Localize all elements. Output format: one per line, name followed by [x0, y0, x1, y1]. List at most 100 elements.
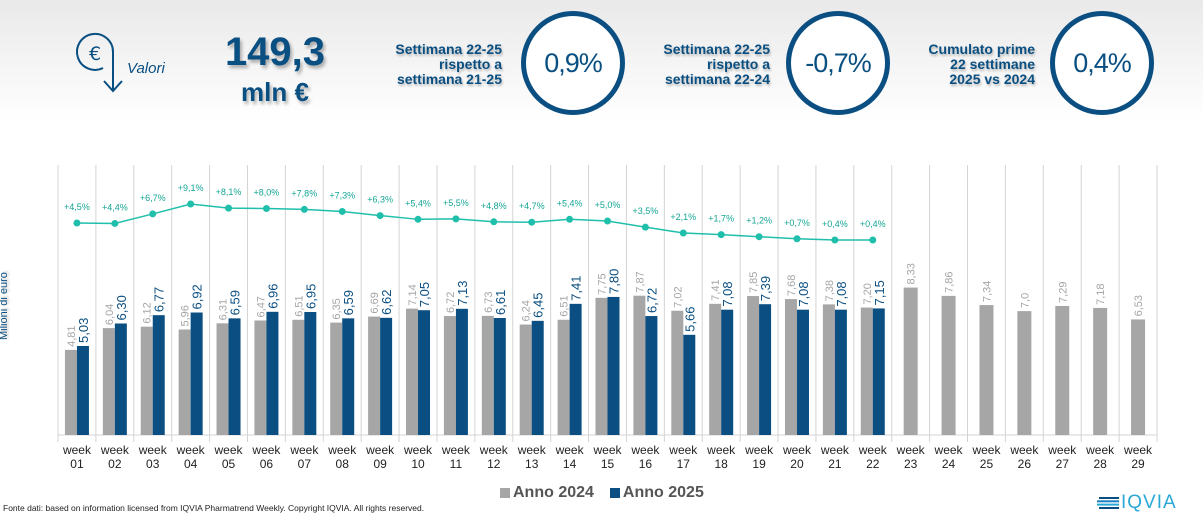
data-label-2024: 7,14 [407, 284, 419, 305]
data-label-2024: 6,51 [559, 295, 571, 316]
bar-2025 [76, 345, 89, 435]
data-label-2024: 7,20 [862, 283, 874, 304]
x-tick-label: 24 [942, 457, 956, 471]
bar-2025 [721, 309, 734, 435]
x-tick-label: 21 [828, 457, 842, 471]
svg-text:€: € [89, 43, 101, 65]
x-tick-label: 27 [1056, 457, 1070, 471]
x-tick-label: 08 [336, 457, 350, 471]
kpi-3-label-line: 22 settimane [950, 56, 1035, 72]
data-label-2024: 6,51 [293, 295, 305, 316]
x-tick-label: 02 [108, 457, 122, 471]
x-tick-label: week [100, 443, 130, 457]
bar-2025 [834, 309, 847, 435]
bar-2025 [114, 323, 127, 435]
bar-2024 [330, 322, 343, 435]
data-label-2024: 6,47 [255, 296, 267, 317]
growth-label: +7,3% [329, 190, 355, 200]
growth-point [73, 219, 81, 227]
growth-point [755, 233, 763, 241]
bar-2024 [481, 315, 494, 435]
x-tick-label: 25 [980, 457, 994, 471]
growth-label: +3,5% [633, 206, 659, 216]
data-label-2025: 6,45 [531, 293, 546, 318]
growth-label: +7,8% [291, 188, 317, 198]
bar-2025 [645, 316, 658, 435]
x-tick-label: 13 [525, 457, 539, 471]
growth-point [490, 218, 498, 226]
bar-2024 [860, 307, 873, 435]
data-label-2024: 7,41 [710, 279, 722, 300]
kpi-1-label: Settimana 22-25 rispetto a settimana 21-… [380, 42, 502, 87]
bar-2024 [1055, 305, 1070, 435]
data-label-2025: 6,95 [303, 284, 318, 309]
growth-point [831, 236, 839, 244]
x-tick-label: week [479, 443, 509, 457]
growth-point [528, 218, 536, 226]
data-label-2024: 6,53 [1133, 295, 1145, 316]
legend-label-2024: Anno 2024 [513, 484, 594, 501]
data-label-2024: 7,87 [634, 271, 646, 292]
growth-label: +4,7% [519, 201, 545, 211]
kpi-1-label-line: settimana 21-25 [396, 71, 502, 87]
x-tick-label: week [630, 443, 660, 457]
x-tick-label: week [820, 443, 850, 457]
data-label-2024: 7,18 [1095, 283, 1107, 304]
bar-2024 [633, 295, 646, 435]
kpi-1-label-line: Settimana 22-25 [395, 41, 502, 57]
logo-text: IQVIA [1121, 492, 1177, 513]
growth-point [869, 236, 877, 244]
x-tick-label: week [289, 443, 319, 457]
x-tick-label: week [971, 443, 1001, 457]
bar-2025 [418, 310, 431, 435]
x-tick-label: 15 [601, 457, 615, 471]
bar-2024 [178, 329, 191, 435]
bar-2024 [1093, 307, 1108, 435]
x-tick-label: week [62, 443, 92, 457]
bar-2024 [254, 320, 267, 435]
data-label-2025: 6,61 [493, 290, 508, 315]
growth-point [641, 223, 649, 231]
x-tick-label: 20 [790, 457, 804, 471]
growth-point [452, 215, 460, 223]
bar-2024 [941, 295, 956, 435]
bar-2024 [140, 326, 153, 435]
bar-2024 [519, 324, 532, 435]
data-label-2024: 7,86 [944, 271, 956, 292]
x-tick-label: 22 [866, 457, 880, 471]
kpi-1-circle: 0,9% [521, 11, 625, 115]
bar-2025 [380, 317, 393, 435]
data-label-2024: 7,85 [748, 272, 760, 293]
growth-label: +0,7% [784, 218, 810, 228]
kpi-1-label-line: rispetto a [438, 56, 502, 72]
data-label-2025: 7,15 [872, 280, 887, 305]
growth-label: +8,0% [254, 188, 280, 198]
data-label-2025: 6,30 [114, 295, 129, 320]
x-tick-label: week [251, 443, 281, 457]
kpi-3-label: Cumulato prime 22 settimane 2025 vs 2024 [910, 42, 1035, 87]
data-label-2025: 7,08 [720, 281, 735, 306]
growth-label: +6,7% [140, 193, 166, 203]
legend-item-2024: Anno 2024 [500, 484, 594, 502]
data-label-2025: 6,59 [341, 290, 356, 315]
data-label-2025: 6,77 [152, 287, 167, 312]
bar-2024 [979, 305, 994, 435]
x-tick-label: 10 [411, 457, 425, 471]
bar-2025 [342, 318, 355, 435]
x-tick-label: week [138, 443, 168, 457]
bar-2024 [1131, 319, 1146, 435]
data-label-2025: 5,03 [76, 318, 91, 343]
growth-point [604, 217, 611, 225]
data-label-2025: 6,62 [379, 290, 394, 315]
x-tick-label: 14 [563, 457, 577, 471]
data-label-2025: 6,59 [228, 290, 243, 315]
growth-point [111, 219, 119, 227]
growth-point [717, 231, 725, 239]
x-tick-label: 16 [639, 457, 653, 471]
bar-2025 [266, 311, 279, 435]
legend: Anno 2024 Anno 2025 [500, 484, 704, 502]
x-tick-label: 23 [904, 457, 918, 471]
data-label-2025: 7,39 [758, 276, 773, 301]
growth-label: +5,4% [405, 198, 431, 208]
x-tick-label: week [592, 443, 622, 457]
